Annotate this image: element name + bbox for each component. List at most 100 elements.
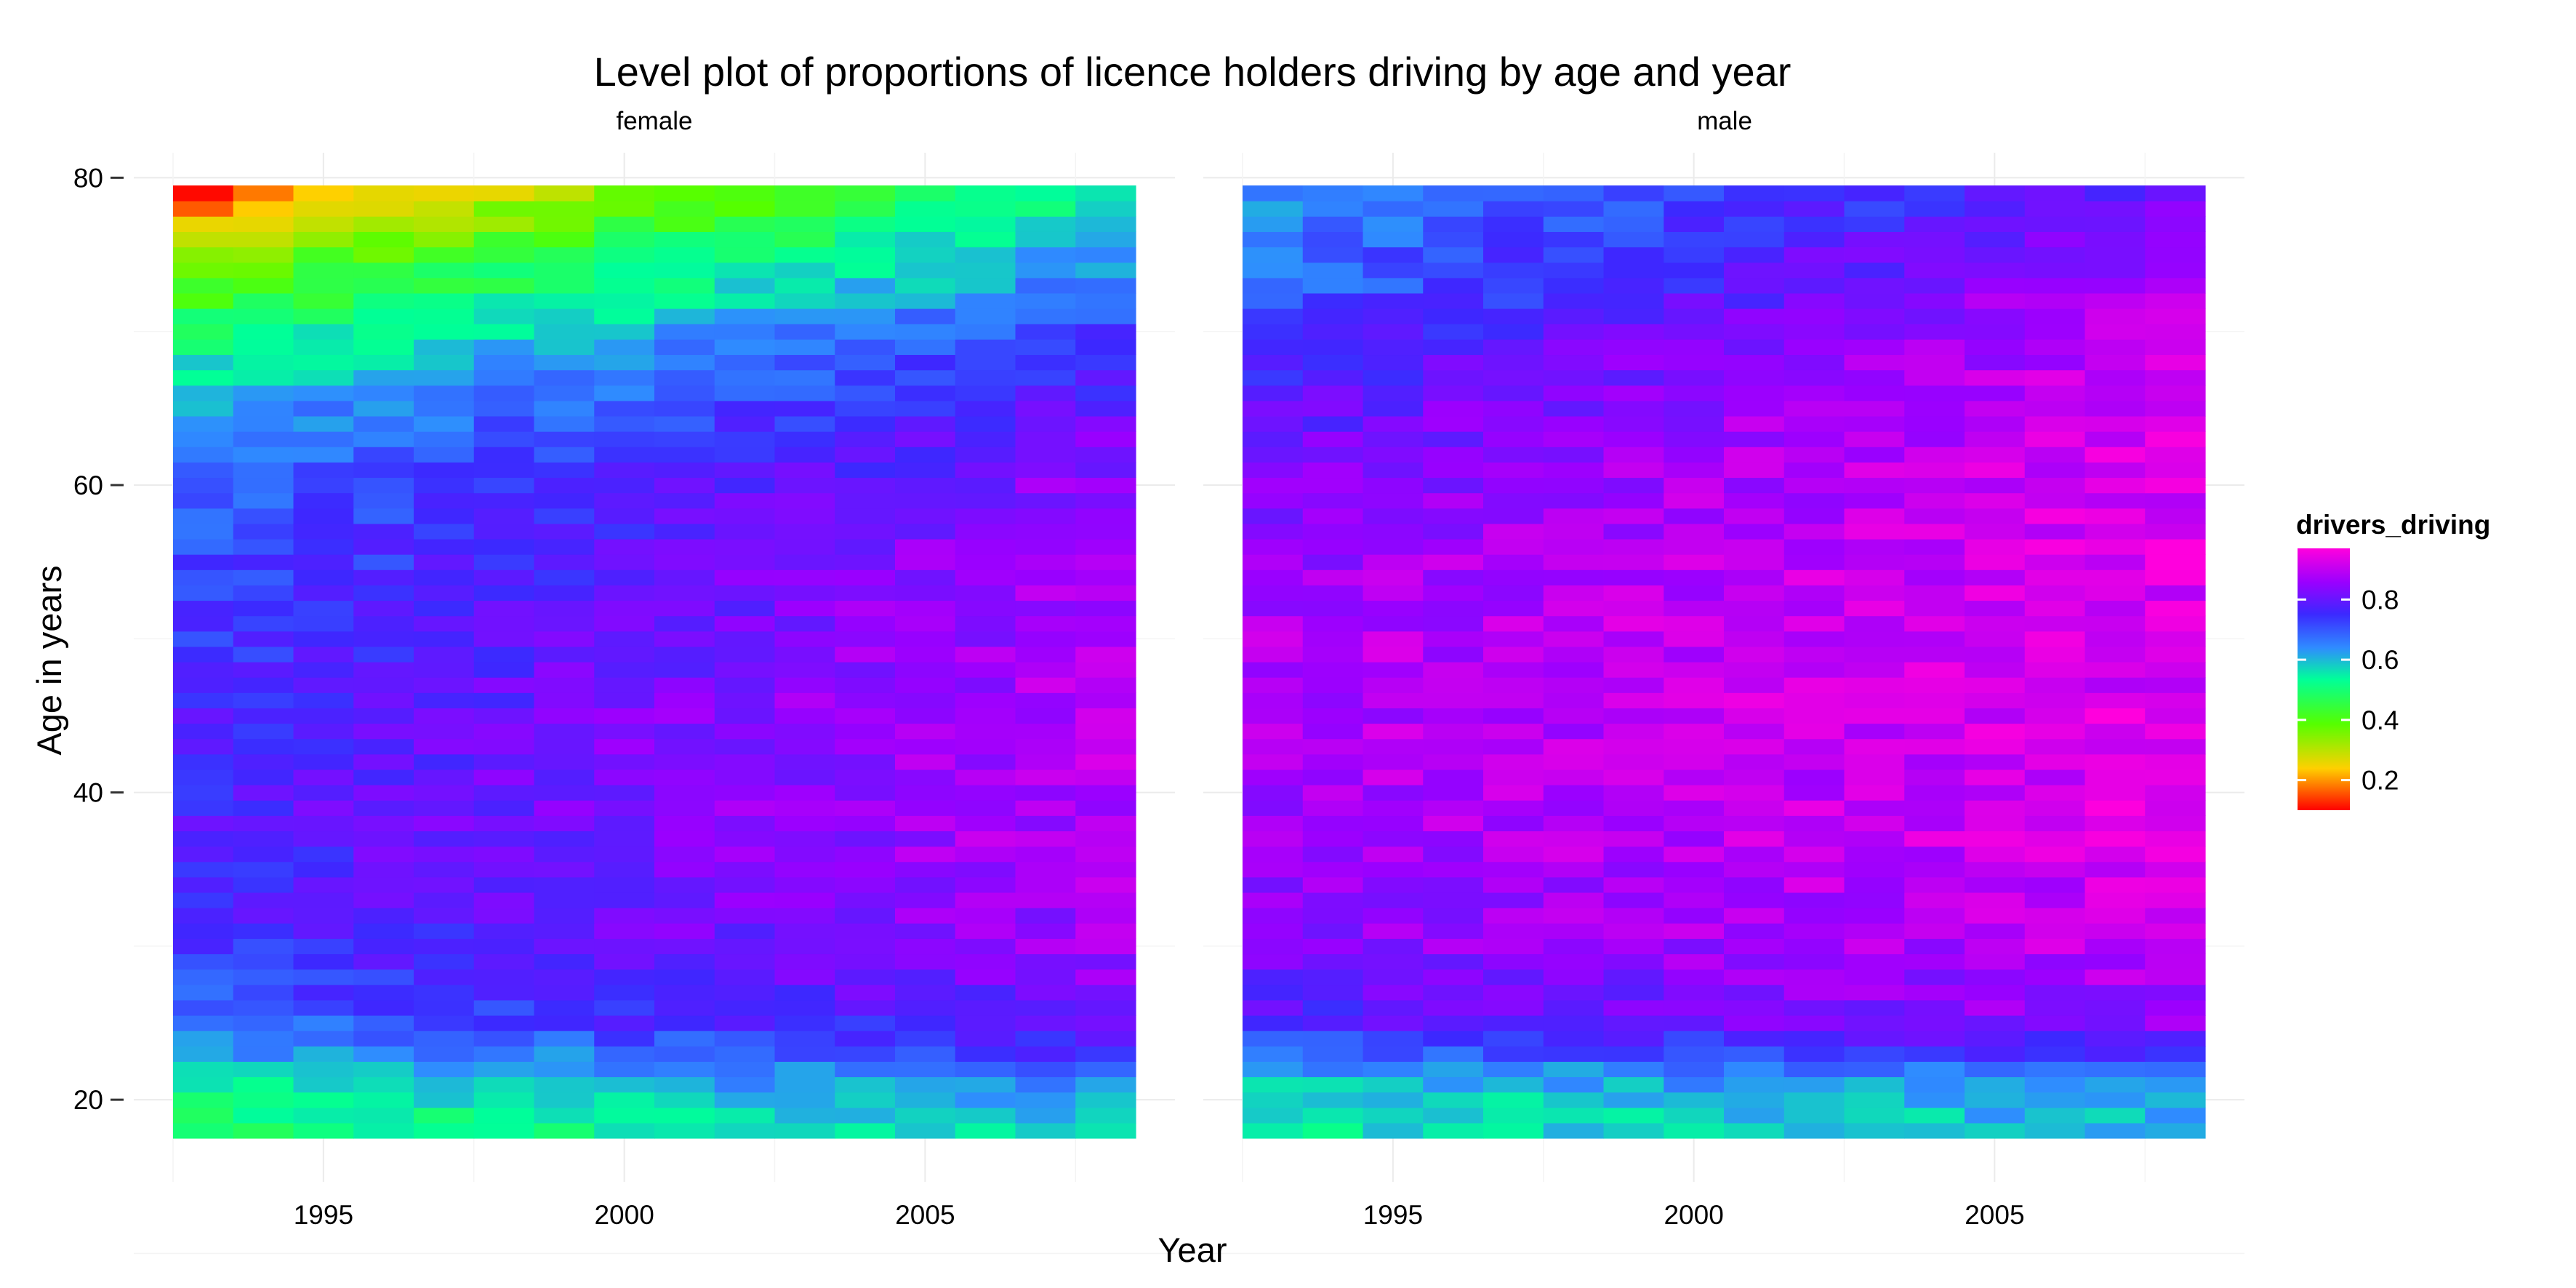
heatmap-cell (1904, 369, 1965, 386)
heatmap-cell (1724, 600, 1785, 617)
heatmap-cell (2085, 1107, 2146, 1124)
heatmap-cell (173, 569, 234, 585)
heatmap-cell (594, 831, 655, 847)
heatmap-cell (2085, 969, 2146, 985)
heatmap-cell (2085, 662, 2146, 678)
heatmap-cell (534, 923, 595, 939)
heatmap-cell (1243, 908, 1304, 924)
heatmap-cell (1243, 216, 1304, 232)
heatmap-cell (2024, 938, 2086, 955)
heatmap-cell (2145, 216, 2206, 232)
legend-tick-label: 0.4 (2362, 705, 2399, 735)
heatmap-cell (1724, 1076, 1785, 1093)
heatmap-cell (594, 677, 655, 693)
heatmap-cell (1015, 646, 1076, 663)
heatmap-cell (293, 569, 354, 585)
heatmap-cell (835, 738, 896, 755)
heatmap-cell (895, 938, 956, 955)
heatmap-cell (473, 769, 535, 785)
heatmap-cell (1904, 415, 1965, 432)
heatmap-cell (293, 892, 354, 908)
heatmap-cell (1423, 677, 1484, 693)
heatmap-cell (1844, 953, 1905, 970)
heatmap-cell (1965, 815, 2026, 832)
heatmap-cell (1904, 938, 1965, 955)
heatmap-cell (1965, 831, 2026, 847)
heatmap-cell (353, 1122, 414, 1139)
heatmap-cell (1965, 708, 2026, 724)
heatmap-cell (1965, 431, 2026, 447)
heatmap-cell (1844, 400, 1905, 417)
heatmap-cell (1724, 385, 1785, 401)
heatmap-cell (293, 523, 354, 540)
heatmap-cell (293, 538, 354, 555)
heatmap-cell (534, 477, 595, 494)
heatmap-cell (293, 415, 354, 432)
heatmap-cell (353, 369, 414, 386)
heatmap-cell (2145, 831, 2206, 847)
heatmap-cell (1015, 385, 1076, 401)
heatmap-cell (173, 846, 234, 863)
heatmap-cell (1302, 662, 1364, 678)
heatmap-cell (1844, 508, 1905, 524)
heatmap-cell (895, 585, 956, 601)
heatmap-cell (835, 339, 896, 356)
heatmap-cell (835, 292, 896, 309)
heatmap-cell (414, 831, 475, 847)
heatmap-cell (2085, 677, 2146, 693)
heatmap-cell (1844, 201, 1905, 217)
heatmap-cell (714, 953, 776, 970)
heatmap-cell (895, 462, 956, 479)
heatmap-cell (714, 447, 776, 463)
heatmap-cell (1965, 569, 2026, 585)
heatmap-cell (1075, 508, 1136, 524)
heatmap-cell (955, 815, 1016, 832)
heatmap-cell (1543, 923, 1605, 939)
heatmap-cell (2024, 769, 2086, 785)
heatmap-cell (1965, 723, 2026, 740)
heatmap-cell (414, 861, 475, 878)
heatmap-cell (1603, 677, 1664, 693)
heatmap-cell (1363, 692, 1424, 708)
heatmap-cell (835, 1031, 896, 1047)
heatmap-cell (654, 1076, 715, 1093)
heatmap-cell (1483, 523, 1544, 540)
heatmap-cell (1302, 753, 1364, 770)
heatmap-cell (1603, 1107, 1664, 1124)
heatmap-cell (1724, 692, 1785, 708)
heatmap-cell (534, 1031, 595, 1047)
heatmap-cell (233, 385, 294, 401)
heatmap-cell (1363, 354, 1424, 371)
heatmap-cell (1543, 876, 1605, 893)
heatmap-cell (2024, 431, 2086, 447)
heatmap-cell (1724, 262, 1785, 279)
heatmap-cell (233, 185, 294, 201)
heatmap-cell (293, 785, 354, 801)
heatmap-cell (955, 523, 1016, 540)
heatmap-cell (1965, 554, 2026, 570)
heatmap-cell (1965, 216, 2026, 232)
heatmap-cell (293, 1031, 354, 1047)
heatmap-cell (1965, 953, 2026, 970)
heatmap-cell (1543, 400, 1605, 417)
heatmap-cell (1243, 999, 1304, 1016)
heatmap-cell (1075, 277, 1136, 294)
heatmap-cell (353, 892, 414, 908)
heatmap-cell (173, 923, 234, 939)
heatmap-cell (1423, 508, 1484, 524)
heatmap-cell (895, 1092, 956, 1108)
heatmap-cell (1075, 815, 1136, 832)
heatmap-cell (293, 292, 354, 309)
heatmap-cell (1243, 923, 1304, 939)
heatmap-cell (1075, 308, 1136, 324)
heatmap-cell (293, 708, 354, 724)
heatmap-cell (1904, 262, 1965, 279)
heatmap-cell (1603, 708, 1664, 724)
heatmap-cell (2145, 1107, 2206, 1124)
heatmap-cell (2085, 369, 2146, 386)
heatmap-cell (1363, 677, 1424, 693)
heatmap-cell (714, 369, 776, 386)
heatmap-cell (2085, 908, 2146, 924)
heatmap-cell (1015, 523, 1076, 540)
heatmap-cell (714, 861, 776, 878)
